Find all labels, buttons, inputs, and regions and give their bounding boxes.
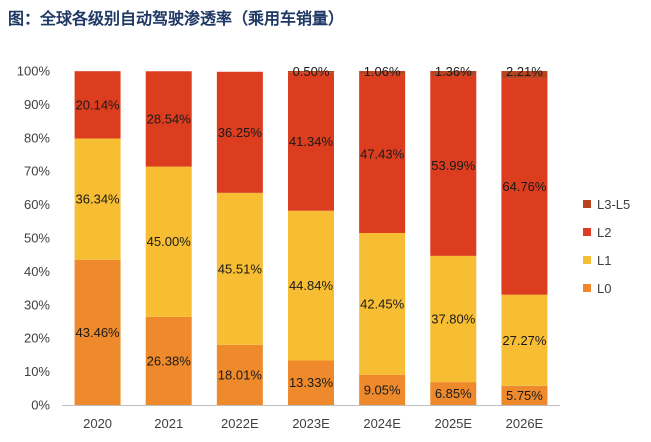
bar-segment-l2 (288, 72, 334, 211)
legend-swatch-l1 (583, 256, 591, 264)
bar-segment-l1 (145, 166, 192, 317)
bar-segment-l3-l5 (501, 71, 548, 79)
data-label-l1: 45.00% (147, 234, 192, 249)
data-label-l0: 18.01% (218, 367, 263, 382)
data-label-l0: 6.85% (435, 386, 472, 401)
bar-segment-l3-l5 (430, 71, 477, 76)
data-label-l0: 5.75% (506, 388, 543, 403)
data-label-l1: 36.34% (76, 192, 121, 207)
legend-label-l1: L1 (597, 253, 611, 268)
data-label-l0: 26.38% (147, 353, 192, 368)
bar-segment-l2 (501, 78, 548, 295)
y-tick-label: 80% (24, 130, 50, 145)
y-tick-label: 20% (24, 331, 50, 346)
data-label-l3-l5: 1.06% (364, 64, 401, 79)
data-label-l2: 20.14% (76, 97, 121, 112)
y-tick-label: 60% (24, 197, 50, 212)
y-tick-label: 70% (24, 164, 50, 179)
bar-segment-l0 (430, 382, 477, 405)
data-label-l0: 9.05% (364, 382, 401, 397)
x-tick-label: 2021 (154, 416, 183, 431)
data-label-l1: 42.45% (360, 296, 405, 311)
data-label-l3-l5: 2.21% (506, 64, 543, 79)
data-label-l1: 27.27% (502, 333, 547, 348)
bar-segment-l2 (359, 74, 406, 233)
legend-swatch-l2 (583, 228, 591, 236)
legend-label-l2: L2 (597, 225, 611, 240)
data-label-l3-l5: 1.36% (435, 64, 472, 79)
y-tick-label: 10% (24, 364, 50, 379)
bar-segment-l0 (288, 360, 334, 405)
data-label-l2: 53.99% (431, 158, 476, 173)
bar-stack-2022E (216, 71, 263, 405)
data-label-l1: 37.80% (431, 311, 476, 326)
y-tick-label: 90% (24, 97, 50, 112)
x-tick-label: 2020 (83, 416, 112, 431)
y-tick-label: 50% (24, 231, 50, 246)
bar-segment-l0 (501, 385, 548, 405)
bar-segment-l1 (216, 192, 263, 345)
bar-stack-2024E (359, 71, 406, 405)
x-tick-label: 2022E (221, 416, 259, 431)
y-tick-label: 0% (31, 398, 50, 413)
bar-segment-l3-l5 (288, 70, 334, 73)
bar-stack-2025E (430, 71, 477, 405)
x-tick-label: 2026E (506, 416, 544, 431)
bar-stack-2023E (288, 70, 334, 405)
bar-segment-l1 (501, 294, 548, 386)
data-label-l0: 43.46% (76, 325, 121, 340)
bar-segment-l2 (74, 71, 121, 139)
bar-segment-l2 (145, 71, 192, 167)
data-label-l2: 28.54% (147, 111, 192, 126)
bar-segment-l0 (216, 344, 263, 405)
data-label-l2: 47.43% (360, 146, 405, 161)
bar-segment-l1 (288, 210, 334, 361)
legend-swatch-l0 (583, 284, 591, 292)
bar-segment-l0 (145, 316, 192, 405)
data-label-l2: 64.76% (502, 179, 547, 194)
bar-segment-l1 (74, 138, 121, 260)
data-label-l2: 41.34% (289, 134, 334, 149)
bar-stack-2020 (74, 71, 121, 405)
bar-segment-l0 (74, 259, 121, 405)
legend-label-l0: L0 (597, 281, 611, 296)
chart-title: 图：全球各级别自动驾驶渗透率（乘用车销量） (8, 9, 345, 28)
data-label-l3-l5: 0.50% (293, 64, 330, 79)
legend-label-l3-l5: L3-L5 (597, 197, 630, 212)
data-label-l1: 44.84% (289, 278, 334, 293)
bar-segment-l0 (359, 374, 406, 405)
bar-segment-l2 (216, 71, 263, 193)
x-tick-label: 2024E (363, 416, 401, 431)
x-tick-label: 2023E (292, 416, 330, 431)
y-tick-label: 30% (24, 297, 50, 312)
data-label-l1: 45.51% (218, 261, 263, 276)
data-label-l0: 13.33% (289, 375, 334, 390)
bar-segment-l1 (430, 255, 477, 383)
bar-stack-2021 (145, 71, 192, 405)
legend-swatch-l3-l5 (583, 200, 591, 208)
bar-stack-2026E (501, 71, 548, 405)
data-label-l2: 36.25% (218, 125, 263, 140)
y-tick-label: 40% (24, 264, 50, 279)
bar-segment-l2 (430, 75, 477, 256)
bar-segment-l3-l5 (359, 71, 406, 75)
bar-segment-l1 (359, 232, 406, 375)
x-tick-label: 2025E (434, 416, 472, 431)
y-tick-label: 100% (17, 64, 51, 79)
